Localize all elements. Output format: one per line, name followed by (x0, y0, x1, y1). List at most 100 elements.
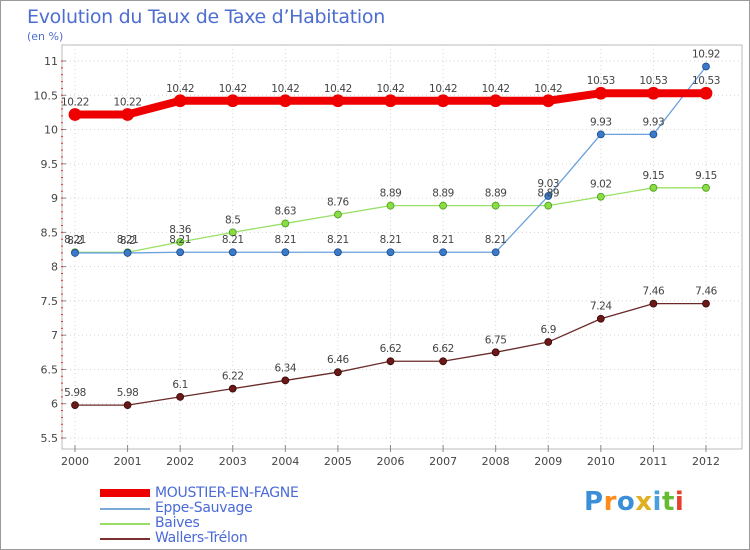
data-label-wallers-tr-lon: 6.34 (274, 362, 296, 374)
logo-letter: t (661, 487, 675, 517)
legend-swatch-baives (100, 523, 150, 525)
data-point-wallers-tr-lon (439, 357, 447, 366)
chart-title: Evolution du Taux de Taxe d’Habitation (27, 6, 385, 28)
logo-letter: o (616, 487, 636, 517)
x-tick-label: 2000 (61, 455, 89, 468)
legend-swatch-moustier (100, 489, 150, 497)
logo-letter: x (635, 487, 653, 517)
data-label-moustier-en-fagne: 10.42 (376, 83, 404, 95)
data-label-wallers-tr-lon: 6.46 (327, 354, 349, 366)
data-point-baives (334, 210, 342, 219)
legend-label-wallers-trelon: Wallers-Trélon (155, 530, 248, 546)
legend-label-moustier: MOUSTIER-EN-FAGNE (155, 485, 299, 501)
data-label-baives: 8.76 (327, 197, 349, 209)
legend-label-baives: Baives (155, 515, 200, 531)
x-tick-label: 2009 (534, 455, 562, 468)
x-tick-label: 2001 (114, 455, 142, 468)
x-tick-label: 2004 (271, 455, 299, 468)
data-point-baives (596, 192, 605, 201)
data-label-baives: 9.15 (695, 170, 717, 182)
chart-subtitle: (en %) (27, 30, 64, 43)
data-point-wallers-tr-lon (71, 401, 79, 409)
data-label-moustier-en-fagne: 10.42 (219, 83, 247, 95)
data-point-moustier-en-fagne (489, 94, 503, 108)
data-label-eppe-sauvage: 8.2 (120, 235, 136, 247)
data-label-eppe-sauvage: 8.21 (169, 234, 191, 246)
data-label-eppe-sauvage: 9.03 (537, 178, 559, 190)
data-label-moustier-en-fagne: 10.42 (482, 83, 510, 95)
data-label-moustier-en-fagne: 10.42 (271, 83, 299, 95)
data-label-eppe-sauvage: 8.21 (274, 234, 296, 246)
y-tick-label: 7 (51, 329, 58, 342)
x-tick-label: 2008 (482, 455, 510, 468)
y-tick-label: 11 (44, 55, 58, 68)
data-point-eppe-sauvage (596, 130, 605, 139)
data-label-baives: 8.89 (432, 188, 454, 200)
data-label-eppe-sauvage: 8.21 (380, 234, 402, 246)
data-point-wallers-tr-lon (491, 348, 500, 357)
data-point-wallers-tr-lon (596, 314, 605, 323)
data-label-moustier-en-fagne: 10.22 (114, 96, 142, 108)
legend-label-eppe-sauvage: Eppe-Sauvage (155, 500, 253, 516)
data-point-wallers-tr-lon (228, 384, 237, 393)
data-label-baives: 8.89 (537, 188, 559, 200)
x-tick-label: 2005 (324, 455, 352, 468)
data-point-wallers-tr-lon (649, 299, 658, 308)
data-point-moustier-en-fagne (173, 94, 187, 108)
data-point-baives (702, 183, 710, 192)
data-point-wallers-tr-lon (123, 401, 132, 409)
data-point-eppe-sauvage (386, 248, 395, 257)
data-label-moustier-en-fagne: 10.42 (429, 83, 457, 95)
data-label-moustier-en-fagne: 10.53 (639, 75, 667, 87)
data-label-moustier-en-fagne: 10.53 (587, 75, 615, 87)
data-label-eppe-sauvage: 10.92 (692, 48, 720, 60)
y-tick-label: 9.5 (41, 158, 59, 171)
data-point-moustier-en-fagne (278, 94, 292, 108)
data-label-eppe-sauvage: 8.21 (327, 234, 349, 246)
data-point-wallers-tr-lon (702, 299, 710, 308)
data-point-moustier-en-fagne (647, 86, 660, 100)
data-point-moustier-en-fagne (594, 86, 608, 100)
data-point-wallers-tr-lon (544, 338, 553, 346)
data-point-eppe-sauvage (228, 248, 237, 257)
data-label-moustier-en-fagne: 10.53 (692, 75, 720, 87)
data-point-moustier-en-fagne (436, 94, 450, 108)
data-label-wallers-tr-lon: 7.46 (695, 286, 717, 298)
data-point-eppe-sauvage (281, 248, 290, 257)
data-point-moustier-en-fagne (541, 94, 555, 108)
data-label-eppe-sauvage: 8.2 (67, 235, 83, 247)
data-point-baives (544, 201, 553, 210)
data-point-eppe-sauvage (544, 192, 553, 200)
data-label-eppe-sauvage: 8.21 (485, 234, 507, 246)
logo-letter: i (674, 487, 685, 517)
data-label-wallers-tr-lon: 6.1 (172, 379, 188, 391)
data-label-baives: 8.89 (485, 188, 507, 200)
data-point-wallers-tr-lon (281, 376, 290, 385)
data-point-eppe-sauvage (176, 248, 185, 257)
x-tick-label: 2002 (166, 455, 194, 468)
x-tick-label: 2012 (692, 455, 720, 468)
data-label-eppe-sauvage: 8.21 (222, 234, 244, 246)
x-tick-label: 2011 (639, 455, 667, 468)
data-label-baives: 8.21 (117, 234, 139, 246)
logo-letter: i (652, 487, 662, 517)
data-label-moustier-en-fagne: 10.42 (166, 83, 194, 95)
data-point-moustier-en-fagne (699, 86, 713, 100)
data-point-moustier-en-fagne (331, 94, 345, 108)
data-label-wallers-tr-lon: 6.62 (380, 343, 402, 355)
data-point-wallers-tr-lon (176, 392, 185, 401)
data-label-moustier-en-fagne: 10.42 (324, 83, 352, 95)
data-label-baives: 8.63 (274, 205, 296, 217)
data-point-baives (281, 219, 290, 228)
y-tick-label: 9 (51, 192, 58, 205)
data-point-baives (439, 201, 447, 210)
proxiti-logo: Proxiti (584, 487, 684, 517)
data-point-baives (386, 201, 395, 210)
data-label-baives: 8.5 (225, 214, 241, 226)
data-label-eppe-sauvage: 9.93 (643, 116, 665, 128)
y-tick-label: 10.5 (34, 89, 59, 102)
y-tick-label: 8.5 (41, 226, 59, 239)
data-point-eppe-sauvage (334, 248, 342, 257)
data-point-moustier-en-fagne (226, 94, 240, 108)
